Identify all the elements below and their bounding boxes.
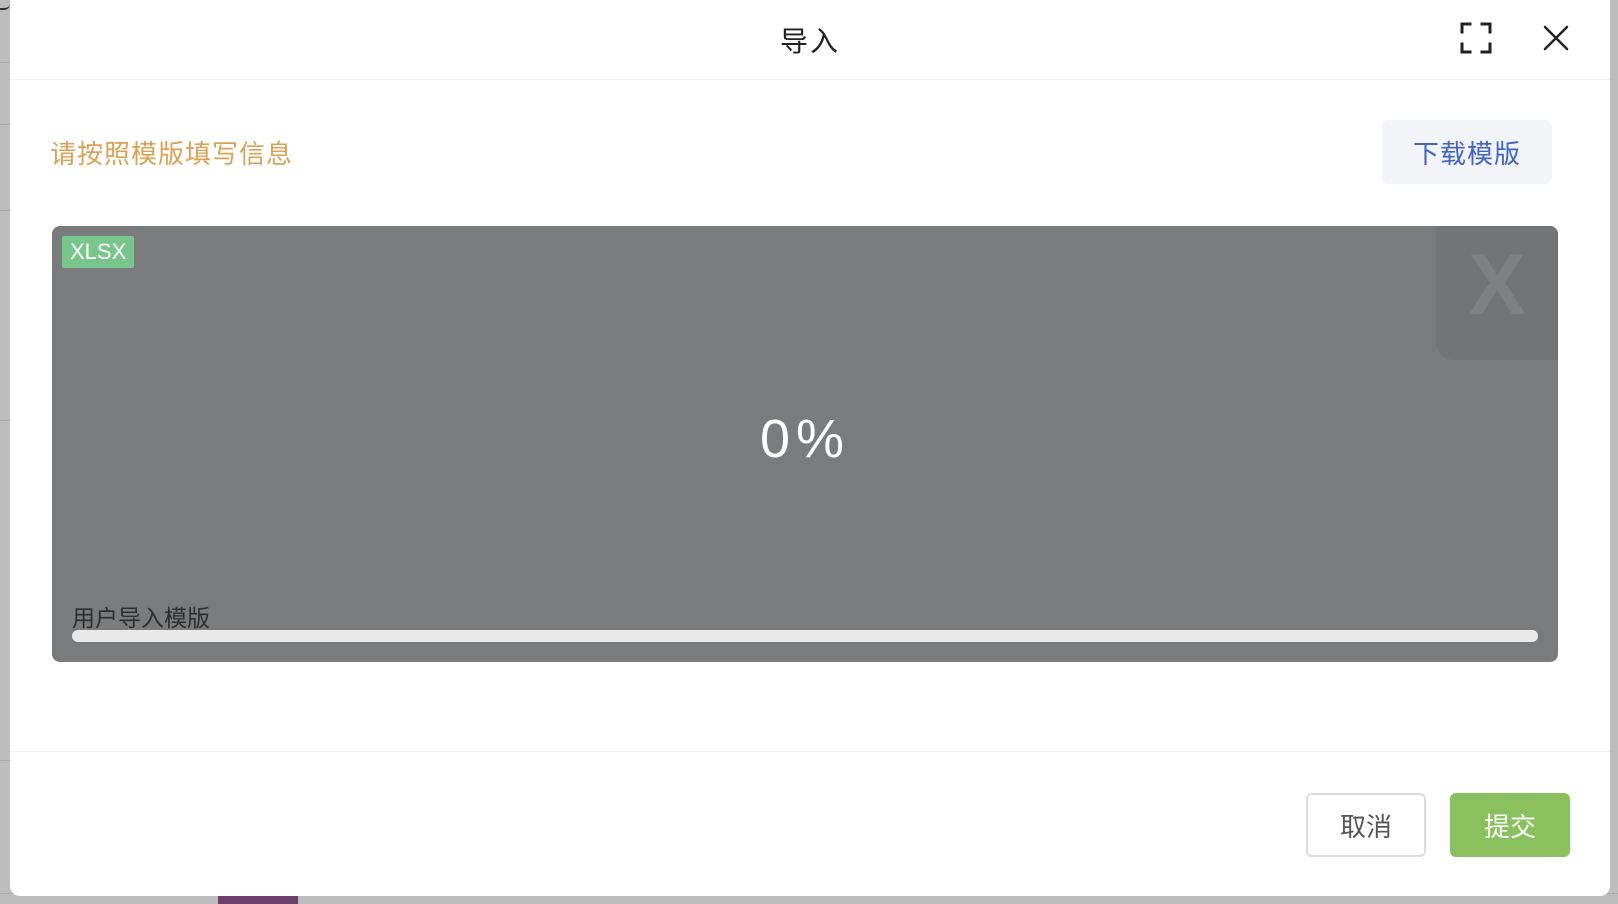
file-name: 用户导入模版: [72, 606, 210, 632]
submit-button[interactable]: 提交: [1450, 793, 1570, 857]
excel-file-icon: X: [1436, 226, 1558, 360]
file-type-badge: XLSX: [62, 236, 135, 268]
template-hint: 请按照模版填写信息: [50, 140, 294, 170]
cancel-button[interactable]: 取消: [1306, 793, 1426, 857]
dialog-header: 导入: [10, 0, 1610, 80]
download-template-button[interactable]: 下载模版: [1382, 120, 1552, 184]
fullscreen-button[interactable]: [1456, 18, 1496, 58]
background-divider: [0, 124, 12, 125]
background-divider: [0, 210, 12, 211]
background-divider: [0, 62, 12, 63]
uploaded-file-card[interactable]: XLSX X 0% 用户导入模版: [52, 226, 1558, 662]
background-element: [218, 894, 298, 904]
footer-divider: [10, 751, 1610, 752]
import-dialog: 导入 请按照模版填写信息 下载模版 XLSX: [10, 0, 1610, 896]
close-button[interactable]: [1536, 18, 1576, 58]
fullscreen-icon: [1460, 22, 1492, 54]
upload-progress-percent: 0%: [759, 409, 851, 469]
upload-progress-bar: [72, 630, 1538, 642]
background-decoration: [0, 0, 10, 10]
dialog-title: 导入: [779, 25, 840, 58]
close-icon: [1543, 25, 1569, 51]
background-divider: [0, 760, 12, 761]
file-type-letter: X: [1468, 237, 1526, 333]
background-divider: [0, 420, 12, 421]
